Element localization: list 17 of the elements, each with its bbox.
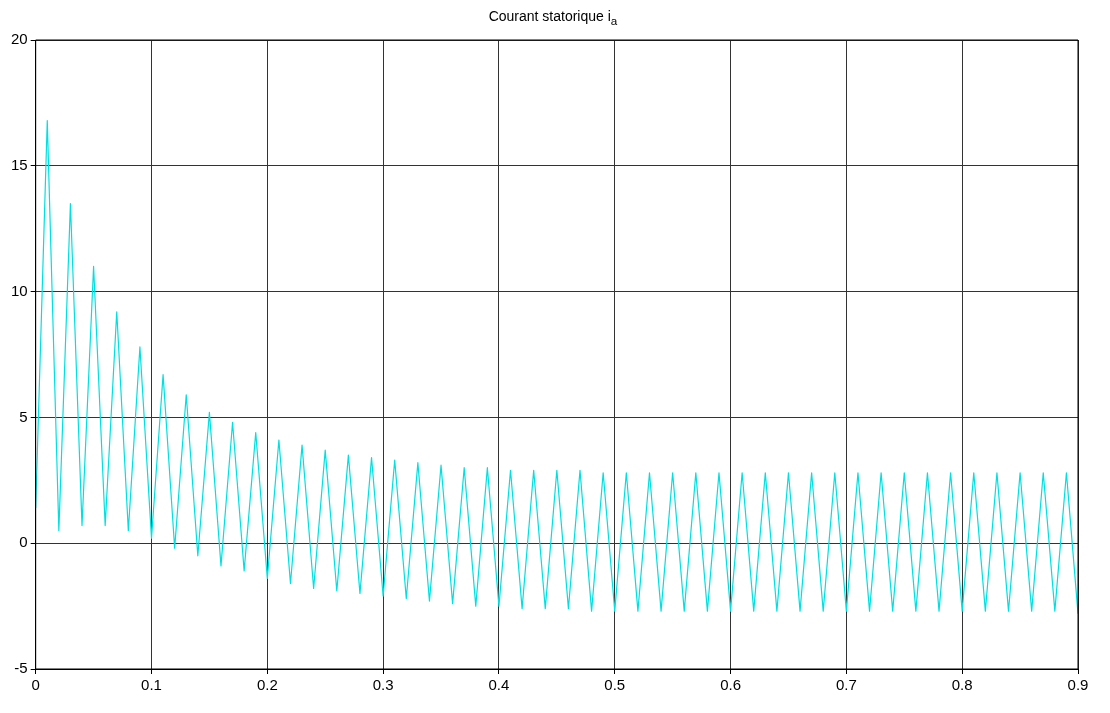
x-tick-label: 0.3 — [372, 676, 394, 694]
y-tick-label: 10 — [11, 281, 28, 299]
x-tick-label: 0.4 — [488, 676, 510, 694]
chart-title: Courant statorique i$_{a}$ — [487, 8, 619, 28]
x-tick-label: 0.2 — [256, 676, 278, 694]
y-tick-label: 0 — [19, 533, 28, 551]
x-tick-label: 0.7 — [835, 676, 857, 694]
x-tick-label: 0.6 — [720, 676, 741, 694]
x-tick-label: 0.8 — [951, 676, 973, 694]
x-tick-label: 0.1 — [141, 676, 162, 694]
x-tick-label: 0.5 — [604, 676, 626, 694]
y-tick-label: 15 — [11, 155, 28, 173]
x-tick-label: 0 — [31, 676, 40, 694]
x-tick-label: 0.9 — [1067, 676, 1089, 694]
y-tick-label: 20 — [11, 30, 28, 48]
y-tick-label: 5 — [19, 407, 28, 425]
y-tick-label: -5 — [14, 659, 28, 677]
